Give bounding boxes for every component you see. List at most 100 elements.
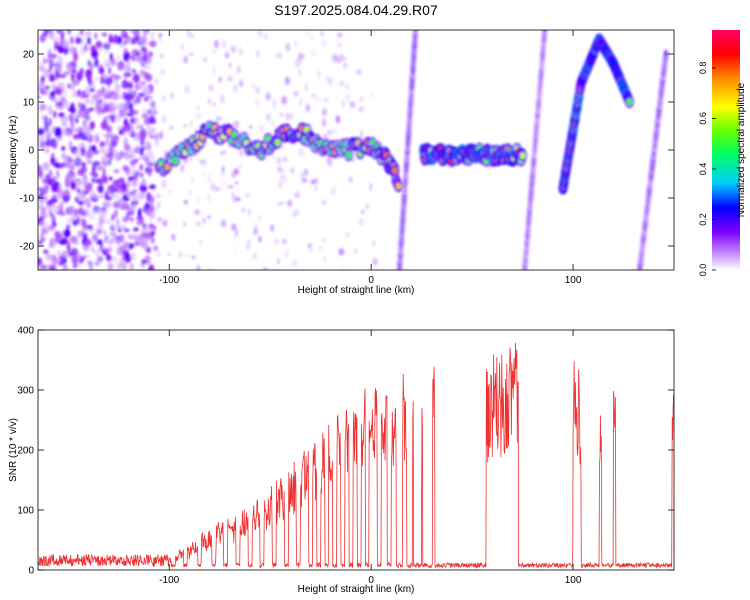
noise-blob: [72, 178, 80, 182]
noise-blob: [234, 249, 236, 257]
noise-blob: [200, 158, 207, 166]
y-tick-label: 200: [17, 446, 34, 457]
noise-blob: [131, 192, 139, 203]
noise-blob: [56, 169, 60, 180]
noise-blob: [258, 235, 262, 243]
noise-blob: [237, 65, 241, 74]
noise-blob: [109, 146, 114, 156]
noise-blob: [63, 229, 71, 238]
noise-blob: [369, 182, 373, 192]
noise-blob: [77, 220, 81, 226]
noise-blob: [154, 133, 161, 139]
noise-blob: [59, 201, 64, 211]
noise-blob: [103, 229, 107, 236]
noise-blob: [90, 121, 96, 129]
noise-blob: [132, 227, 139, 232]
noise-blob: [351, 157, 355, 163]
noise-blob: [105, 196, 113, 201]
noise-blob: [41, 206, 49, 211]
colorbar: 0.0 0.2 0.4 0.6 0.8 Normalized spectral ampl…: [698, 30, 747, 276]
noise-blob: [151, 126, 156, 134]
noise-blob: [283, 174, 287, 184]
noise-blob: [212, 50, 217, 54]
y-tick-label: 20: [23, 50, 35, 61]
noise-blob: [207, 267, 212, 270]
noise-blob: [155, 219, 162, 224]
noise-blob: [138, 191, 146, 200]
noise-blob: [202, 57, 208, 63]
noise-blob: [117, 184, 123, 189]
noise-blob: [136, 145, 141, 154]
noise-blob: [80, 136, 89, 141]
x-tick-label: 100: [565, 275, 582, 286]
noise-blob: [114, 79, 119, 86]
noise-blob: [118, 103, 125, 108]
noise-blob: [80, 166, 87, 174]
noise-blob: [86, 36, 92, 45]
noise-blob: [130, 103, 134, 114]
noise-blob: [210, 182, 216, 191]
noise-blob: [314, 185, 318, 192]
noise-blob: [138, 156, 144, 160]
y-tick-label: 10: [23, 98, 35, 109]
noise-blob: [48, 242, 54, 248]
noise-blob: [72, 262, 78, 269]
noise-blob: [134, 116, 139, 126]
noise-blob: [241, 208, 246, 213]
noise-blob: [98, 239, 103, 246]
noise-blob: [257, 215, 261, 222]
noise-blob: [70, 70, 76, 79]
noise-blob: [190, 119, 193, 129]
noise-blob: [105, 254, 112, 262]
noise-blob: [252, 229, 258, 235]
noise-blob: [272, 155, 275, 159]
noise-blob: [301, 177, 308, 183]
noise-blob: [141, 40, 148, 46]
noise-blob: [191, 255, 196, 260]
noise-blob: [53, 86, 61, 94]
noise-blob: [59, 240, 67, 245]
noise-blob: [70, 181, 77, 188]
noise-blob: [72, 219, 79, 226]
noise-blob: [304, 84, 308, 92]
noise-blob: [90, 247, 95, 253]
noise-blob: [42, 221, 50, 232]
noise-blob: [322, 107, 327, 117]
noise-blob: [47, 48, 52, 58]
noise-blob: [80, 255, 87, 260]
noise-blob: [131, 69, 137, 74]
noise-blob: [248, 125, 253, 129]
noise-blob: [156, 252, 162, 257]
noise-blob: [148, 264, 155, 270]
noise-blob: [70, 36, 74, 45]
noise-blob: [128, 82, 134, 89]
noise-blob: [38, 164, 42, 175]
noise-blob: [148, 170, 152, 177]
signal-core: [274, 139, 281, 146]
spectrogram-y-axis-label: Frequency (Hz): [8, 116, 19, 185]
noise-blob: [46, 59, 53, 63]
noise-blob: [85, 151, 93, 161]
noise-blob: [271, 119, 275, 127]
noise-blob: [73, 208, 78, 218]
noise-blob: [340, 80, 345, 87]
noise-blob: [64, 164, 70, 168]
signal-core: [543, 30, 547, 33]
noise-blob: [265, 92, 271, 101]
noise-blob: [365, 202, 370, 210]
noise-blob: [135, 95, 141, 104]
noise-blob: [38, 216, 45, 221]
noise-blob: [132, 73, 140, 83]
noise-blob: [178, 251, 183, 259]
noise-blob: [181, 44, 184, 50]
noise-blob: [39, 108, 43, 112]
noise-blob: [284, 249, 289, 259]
noise-blob: [112, 91, 119, 101]
noise-blob: [99, 101, 105, 110]
noise-blob: [161, 179, 167, 189]
noise-blob: [298, 68, 302, 76]
noise-blob: [135, 236, 140, 244]
y-tick-label: 0: [28, 566, 34, 577]
noise-blob: [38, 82, 45, 91]
y-tick-label: -10: [20, 194, 35, 205]
